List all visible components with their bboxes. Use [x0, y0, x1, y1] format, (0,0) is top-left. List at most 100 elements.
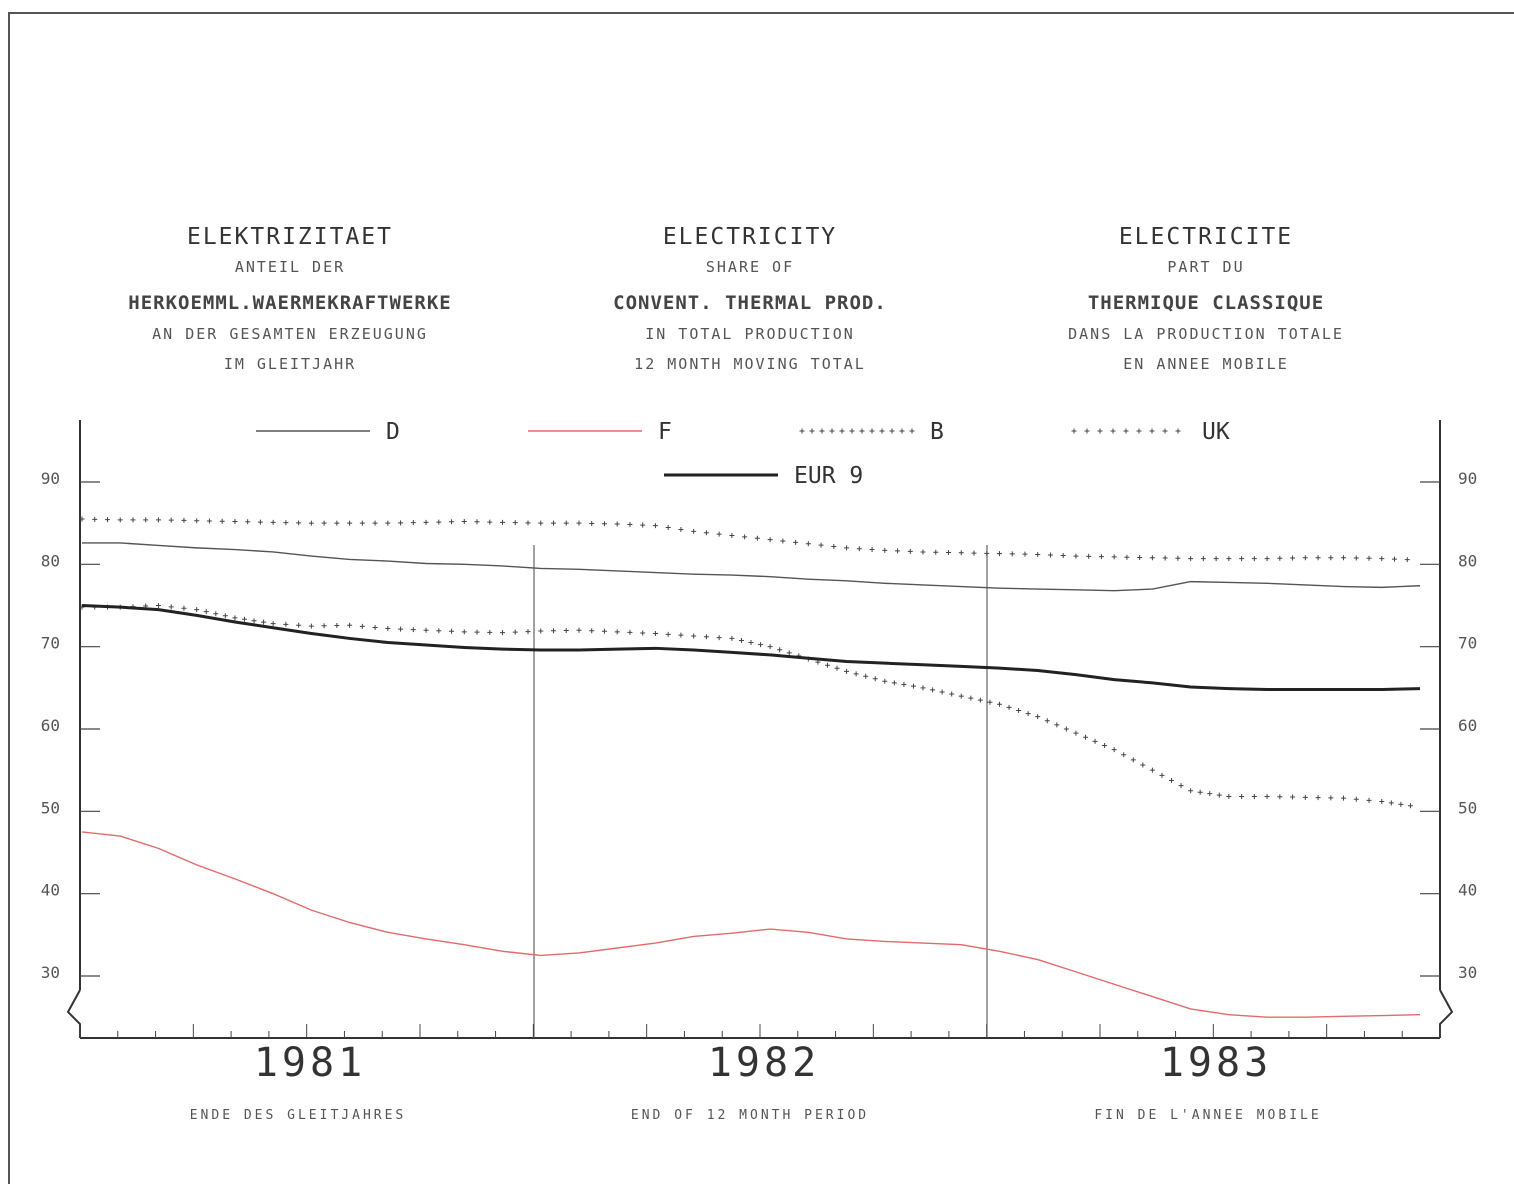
footer-fr: FIN DE L'ANNEE MOBILE: [1094, 1108, 1322, 1123]
series-b-marker: [882, 678, 888, 684]
series-b-marker: [1044, 718, 1050, 724]
axis-break-right: [1439, 989, 1454, 1038]
series-b-marker: [1092, 738, 1098, 744]
series-b-marker: [385, 626, 391, 632]
series-b-marker: [1341, 795, 1347, 801]
series-b-marker: [461, 629, 467, 635]
y-tick-label-left: 90: [41, 469, 60, 488]
legend-f-label: F: [658, 419, 672, 445]
title-block-fr: ELECTRICITE PART DU THERMIQUE CLASSIQUE …: [986, 224, 1426, 385]
series-uk-marker: [869, 547, 875, 553]
series-b-marker: [334, 623, 340, 629]
series-uk-marker: [946, 550, 952, 556]
series-uk-marker: [1047, 552, 1053, 558]
series-uk-marker: [856, 546, 862, 552]
series-b-marker: [1302, 794, 1308, 800]
legend-b-swatch-marker: [839, 428, 845, 434]
series-b-marker: [1054, 722, 1060, 728]
series-b-marker: [155, 603, 161, 608]
year-label-1981: 1981: [253, 1040, 367, 1086]
series-uk-marker: [385, 520, 391, 526]
series-uk-marker: [716, 531, 722, 537]
series-uk-marker: [576, 520, 582, 526]
series-b-marker: [678, 632, 684, 638]
series-uk-marker: [780, 538, 786, 544]
series-uk-marker: [1353, 555, 1359, 561]
series-b-marker: [347, 622, 353, 628]
series-uk-marker: [1200, 556, 1206, 562]
legend-b-swatch-marker: [899, 428, 905, 434]
series-b-marker: [786, 650, 792, 656]
y-tick-label-left: 80: [41, 551, 60, 570]
series-b-marker: [589, 628, 595, 634]
series-uk-marker: [1366, 555, 1372, 561]
legend-uk-swatch-marker: [1149, 428, 1155, 434]
series-b-marker: [758, 642, 764, 648]
series-f-line: [81, 831, 1421, 1018]
series-b-marker: [1121, 752, 1127, 758]
legend-uk-swatch-marker: [1136, 428, 1142, 434]
subtitle-en-4: 12 MONTH MOVING TOTAL: [634, 355, 866, 373]
series-uk-marker: [283, 520, 289, 526]
series-uk-marker: [652, 523, 658, 529]
series-uk-marker: [640, 522, 646, 528]
series-uk-marker: [805, 541, 811, 547]
series-uk-marker: [971, 550, 977, 556]
series-uk-marker: [984, 550, 990, 556]
series-uk-marker: [257, 519, 263, 525]
series-uk-marker: [703, 530, 709, 536]
legend-uk-swatch-marker: [1110, 428, 1116, 434]
series-uk-marker: [1239, 556, 1245, 562]
series-b-marker: [1140, 762, 1146, 768]
series-b-marker: [891, 680, 897, 686]
series-uk-marker: [958, 550, 964, 556]
series-uk-marker: [104, 517, 110, 523]
series-uk-marker: [308, 520, 314, 526]
series-b-marker: [1130, 757, 1136, 763]
series-uk-marker: [920, 549, 926, 555]
series-b-marker: [538, 628, 544, 634]
series-b-marker: [1290, 794, 1296, 800]
series-b-marker: [703, 634, 709, 640]
series-b-marker: [222, 613, 228, 619]
series-b-marker: [1388, 800, 1394, 806]
series-uk-marker: [487, 519, 493, 525]
series-uk-marker: [933, 549, 939, 555]
series-b-marker: [1366, 797, 1372, 803]
subtitle-de-2: HERKOEMML.WAERMEKRAFTWERKE: [128, 292, 452, 314]
series-b-marker: [1277, 794, 1283, 800]
y-tick-label-right: 30: [1458, 963, 1477, 982]
series-uk-marker: [474, 519, 480, 525]
series-b-marker: [270, 621, 276, 627]
series-uk-marker: [665, 525, 671, 531]
y-tick-label-right: 50: [1458, 798, 1477, 817]
series-uk-marker: [194, 518, 200, 524]
series-b-marker: [500, 630, 506, 636]
series-uk-marker: [589, 520, 595, 526]
legend-d-label: D: [386, 419, 400, 445]
series-b-marker: [1315, 795, 1321, 801]
legend-uk-label: UK: [1202, 419, 1230, 445]
series-uk-marker: [1264, 556, 1270, 562]
series-uk-marker: [1098, 554, 1104, 560]
series-uk-marker: [206, 518, 212, 524]
subtitle-fr-3: DANS LA PRODUCTION TOTALE: [1068, 325, 1344, 343]
legend-b-swatch-marker: [859, 428, 865, 434]
legend-b-swatch-marker: [909, 428, 915, 434]
series-b-marker: [512, 629, 518, 635]
series-b-marker: [1251, 794, 1257, 800]
series-b-marker: [241, 616, 247, 622]
series-b-marker: [1239, 794, 1245, 800]
y-tick-label-left: 30: [41, 963, 60, 982]
y-tick-label-right: 70: [1458, 634, 1477, 653]
series-uk-marker: [996, 551, 1002, 557]
series-b-marker: [901, 682, 907, 688]
series-b-marker: [423, 627, 429, 633]
subtitle-en-1: SHARE OF: [705, 258, 795, 276]
series-uk-marker: [1341, 555, 1347, 561]
series-b-marker: [563, 627, 569, 633]
series-b-marker: [203, 609, 209, 615]
series-uk-marker: [754, 535, 760, 541]
series-b-marker: [359, 623, 365, 629]
series-b-markers: [79, 603, 1413, 809]
